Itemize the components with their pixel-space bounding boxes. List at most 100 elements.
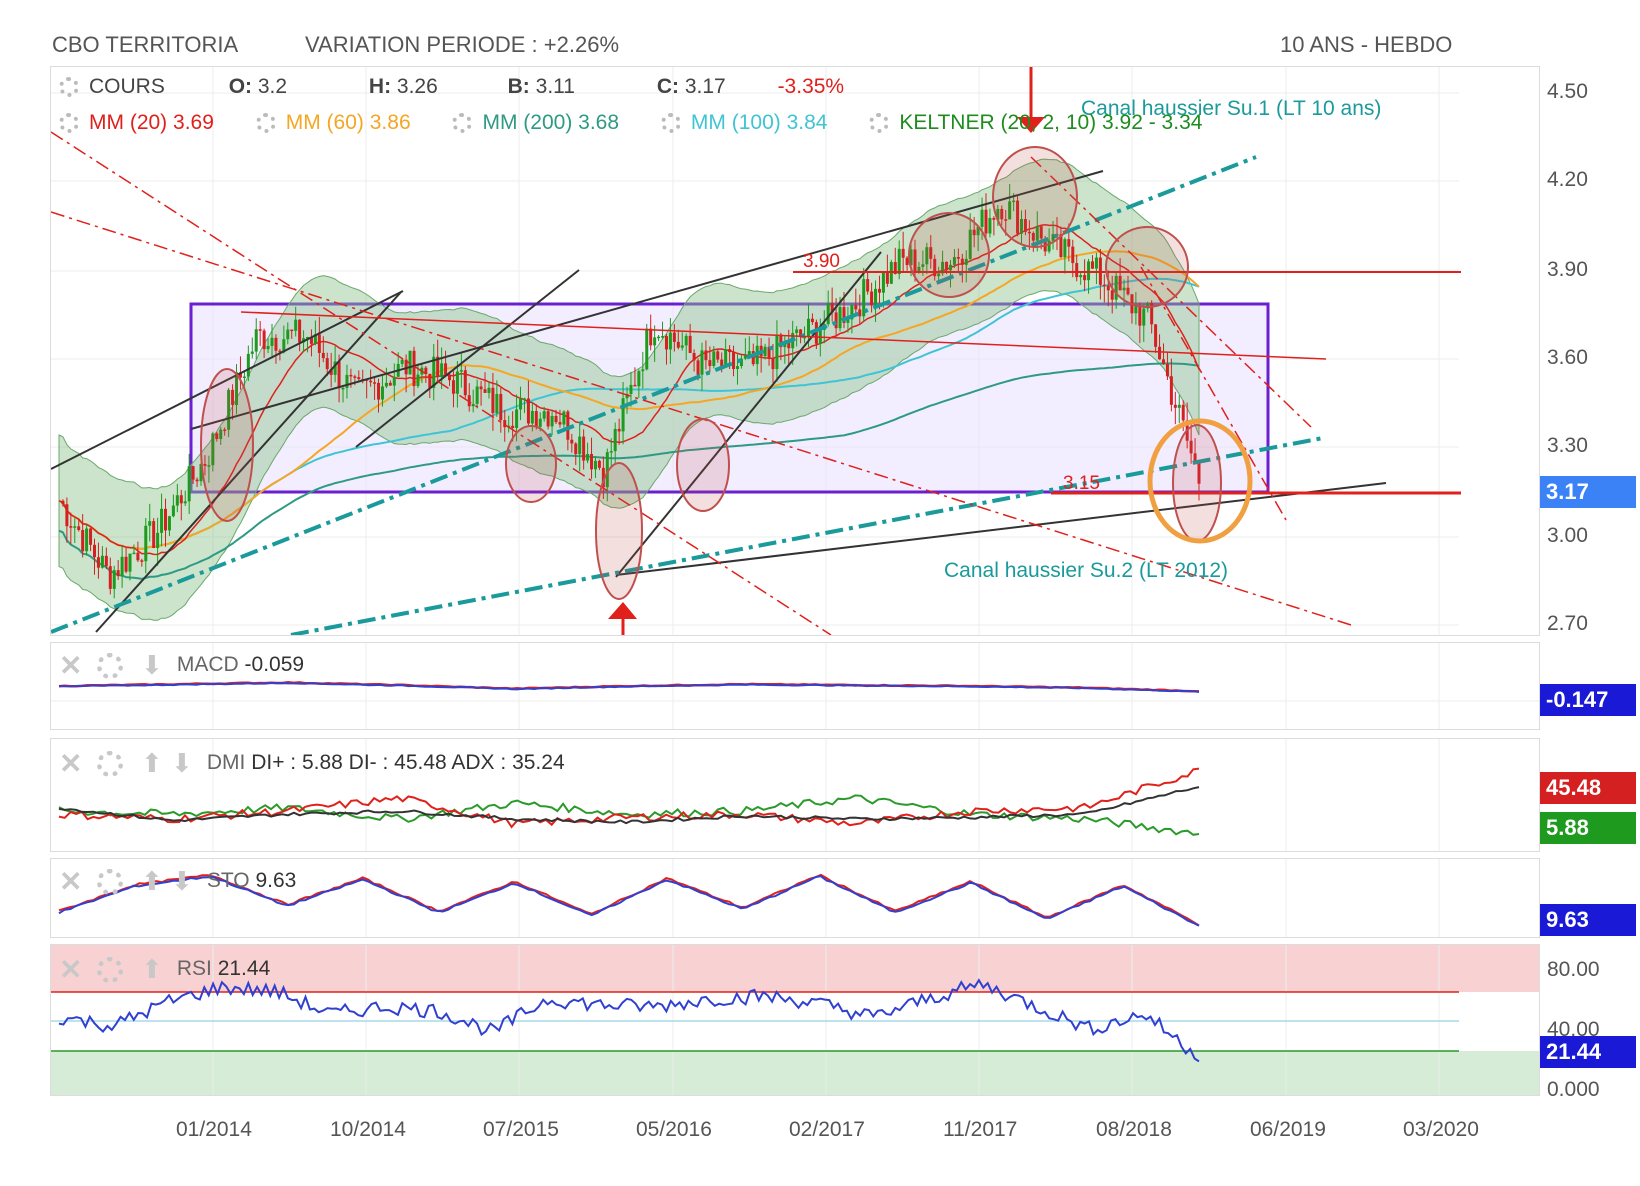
- candle-body: [140, 560, 144, 562]
- candle-body: [976, 226, 980, 236]
- price-panel[interactable]: 3.90 3.15 Canal haussier Su.1 (LT 10 ans…: [50, 66, 1540, 636]
- candle-body: [152, 521, 156, 549]
- mm20-line: [58, 224, 1200, 556]
- mm60-legend[interactable]: MM (60) 3.86: [255, 111, 411, 134]
- ohlc-legend: COURS O: 3.2 H: 3.26 B: 3.11 C: 3.17 -3.…: [59, 75, 844, 99]
- gear-icon[interactable]: [869, 113, 890, 134]
- candle-body: [1173, 404, 1177, 408]
- macd-panel[interactable]: ✕ ⬇ MACD -0.059: [50, 642, 1540, 730]
- candle-body: [653, 337, 657, 346]
- candle-body: [373, 382, 377, 384]
- candle-body: [763, 346, 767, 357]
- candle-body: [1090, 261, 1094, 269]
- price-axis-label: 4.20: [1547, 168, 1588, 191]
- gear-icon[interactable]: [452, 113, 473, 134]
- mm200-legend[interactable]: MM (200) 3.68: [452, 111, 619, 134]
- candle-body: [534, 411, 538, 427]
- di-minus-badge: 45.48: [1540, 772, 1636, 804]
- candle-body: [93, 544, 97, 558]
- gear-icon[interactable]: [97, 956, 123, 983]
- candle-body: [842, 307, 846, 323]
- gear-icon[interactable]: [660, 113, 681, 134]
- gear-icon[interactable]: [97, 750, 123, 777]
- gear-icon[interactable]: [97, 868, 123, 895]
- candle-body: [89, 528, 93, 545]
- candle-body: [743, 355, 747, 359]
- dmi-panel[interactable]: ✕ ⬆ ⬇ DMI DI+ : 5.88 DI- : 45.48 ADX : 35.…: [50, 738, 1540, 852]
- candle-body: [601, 467, 605, 488]
- close-icon[interactable]: ✕: [59, 954, 83, 985]
- rsi-line: [58, 978, 1200, 1063]
- trendline: [615, 251, 882, 578]
- close-icon[interactable]: ✕: [59, 866, 83, 897]
- candle-body: [664, 336, 668, 350]
- dmi-header: ✕ ⬆ ⬇ DMI DI+ : 5.88 DI- : 45.48 ADX : 35.…: [59, 747, 565, 780]
- arrow-up-icon[interactable]: ⬆: [141, 866, 163, 896]
- gear-icon[interactable]: [97, 652, 123, 679]
- candle-body: [657, 336, 661, 339]
- candle-body: [1071, 246, 1075, 264]
- rsi-header: ✕ ⬆ RSI 21.44: [59, 953, 270, 986]
- candle-body: [377, 382, 381, 400]
- sto-value: 9.63: [255, 869, 297, 893]
- candle-body: [735, 366, 739, 369]
- candle-body: [661, 336, 665, 338]
- candle-body: [641, 369, 645, 372]
- mm100-legend[interactable]: MM (100) 3.84: [660, 111, 827, 134]
- close-icon[interactable]: ✕: [59, 650, 83, 681]
- keltner-legend[interactable]: KELTNER (20, 2, 10) 3.92 - 3.34: [869, 111, 1202, 134]
- candle-body: [1012, 200, 1016, 203]
- candle-body: [412, 350, 416, 387]
- candle-body: [175, 495, 179, 506]
- x-axis-label: 07/2015: [483, 1118, 559, 1141]
- candle-body: [692, 352, 696, 361]
- candle-body: [582, 436, 586, 461]
- candle-body: [408, 350, 412, 375]
- candle-body: [1047, 240, 1051, 252]
- candle-body: [830, 302, 834, 313]
- candle-body: [522, 398, 526, 400]
- arrow-up-icon[interactable]: ⬆: [141, 954, 163, 984]
- candle-body: [996, 208, 1000, 220]
- gear-icon[interactable]: [59, 113, 79, 134]
- candle-body: [459, 370, 463, 372]
- candle-body: [357, 377, 361, 380]
- arrow-up-icon[interactable]: ⬆: [141, 748, 163, 778]
- candle-body: [1031, 232, 1035, 241]
- candle-body: [254, 329, 258, 352]
- gear-icon[interactable]: [59, 77, 79, 98]
- candle-body: [345, 374, 349, 388]
- close-icon[interactable]: ✕: [59, 748, 83, 779]
- candle-body: [238, 372, 242, 378]
- candle-body: [1134, 305, 1138, 314]
- highlight-circle: [908, 212, 990, 298]
- candle-body: [1023, 218, 1027, 232]
- arrow-down-icon[interactable]: ⬇: [171, 748, 193, 778]
- candle-body: [325, 358, 329, 370]
- timeframe-label[interactable]: 10 ANS - HEBDO: [1280, 32, 1453, 57]
- candle-body: [1114, 275, 1118, 300]
- sto-panel[interactable]: ✕ ⬆ ⬇ STO 9.63: [50, 858, 1540, 938]
- candle-body: [948, 264, 952, 271]
- candle-body: [274, 337, 278, 351]
- rsi-panel[interactable]: ✕ ⬆ RSI 21.44: [50, 944, 1540, 1096]
- price-chart: 3.90 3.15 Canal haussier Su.1 (LT 10 ans…: [51, 67, 1461, 635]
- candle-body: [250, 351, 254, 354]
- candle-body: [751, 351, 755, 365]
- up-arrow-icon: [608, 602, 637, 619]
- gear-icon[interactable]: [255, 113, 276, 134]
- close-label: C:: [656, 75, 679, 98]
- candle-body: [282, 339, 286, 353]
- arrow-down-icon[interactable]: ⬇: [141, 650, 163, 680]
- candle-body: [724, 349, 728, 368]
- candle-body: [167, 516, 171, 531]
- candle-body: [108, 566, 112, 589]
- trendline: [355, 269, 580, 448]
- candle-body: [136, 552, 140, 561]
- mm20-legend[interactable]: MM (20) 3.69: [59, 111, 214, 134]
- candle-body: [424, 367, 428, 375]
- oversold-zone: [51, 1051, 1539, 1095]
- close-value: 3.17: [684, 75, 726, 98]
- arrow-down-icon[interactable]: ⬇: [171, 866, 193, 896]
- candle-body: [262, 330, 266, 350]
